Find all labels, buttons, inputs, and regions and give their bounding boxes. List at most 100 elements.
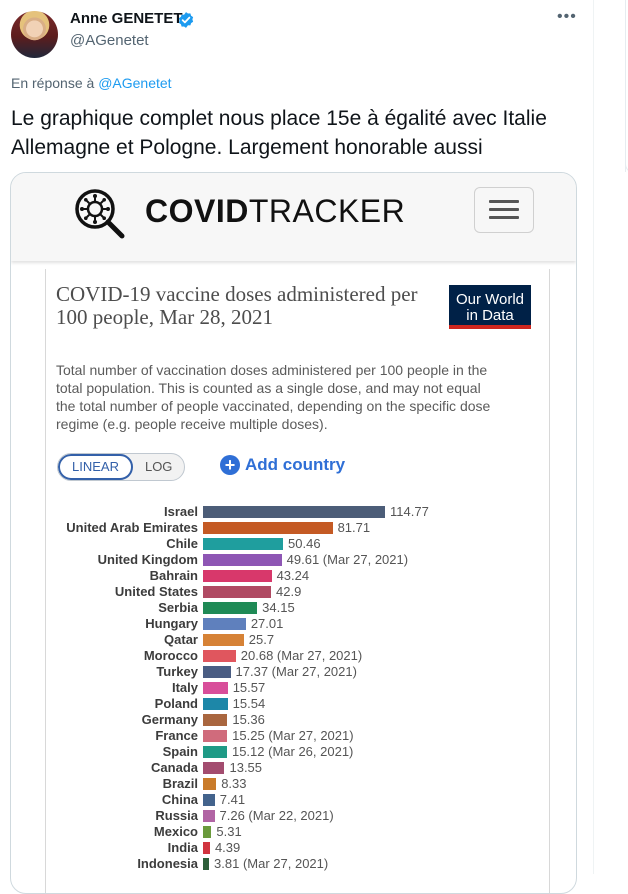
bar-category-label: Morocco [143,648,198,663]
bar [203,858,210,870]
bar [203,650,236,662]
bar-row[interactable]: United Arab Emirates 81.71 [46,520,549,536]
more-dots-icon[interactable]: ••• [557,8,577,25]
bar [203,714,228,726]
tweet-text: Le graphique complet nous place 15e à ég… [11,107,547,159]
bar-value-label: 49.61 (Mar 27, 2021) [286,552,409,567]
hamburger-icon[interactable] [474,187,534,233]
bar [203,778,217,790]
bar-category-label: Russia [155,808,198,823]
bar-category-label: Chile [166,536,198,551]
bar-category-label: Canada [151,760,198,775]
owid-logo-line-1: Our World [455,291,525,308]
bar-value-label: 15.54 [232,696,266,711]
bar-row[interactable]: Morocco 20.68 (Mar 27, 2021) [46,648,549,664]
bar [203,842,210,854]
bar-category-label: Hungary [145,616,198,631]
bar-row[interactable]: China 7.41 [46,792,549,808]
bar-category-label: Mexico [153,824,198,839]
bar-chart: Israel 114.77 United Arab Emirates 81.71 Chi… [46,504,549,893]
bar-value-label: 42.9 [276,584,302,599]
author-handle[interactable]: @AGenetet [70,32,149,49]
bar-category-label: Brazil [162,776,198,791]
bar-row[interactable]: Turkey 17.37 (Mar 27, 2021) [46,664,549,680]
bar-category-label: United Kingdom [97,552,198,567]
brand-bold: COVID [145,193,249,229]
bar [203,618,246,630]
virus-magnifier-icon [75,189,125,239]
bar-category-label: Qatar [164,632,198,647]
bar-category-label: Bahrain [149,568,198,583]
bar-category-label: Poland [154,696,198,711]
bar-value-label: 5.31 [216,824,242,839]
bar-row[interactable]: Mexico 5.31 [46,824,549,840]
bar [203,698,228,710]
chart-panel: COVID-19 vaccine doses administered per … [45,269,550,893]
bar-category-label: Spain [162,744,198,759]
bar-value-label: 8.33 [221,776,247,791]
bar-value-label: 43.24 [276,568,310,583]
brand-rest: TRACKER [248,193,406,229]
linear-scale-button[interactable]: LINEAR [58,454,133,480]
bar-category-label: United Arab Emirates [66,520,198,535]
log-scale-button[interactable]: LOG [144,459,173,474]
bar-value-label: 7.26 (Mar 22, 2021) [219,808,334,823]
bar-value-label: 17.37 (Mar 27, 2021) [235,664,357,679]
bar-row[interactable]: Canada 13.55 [46,760,549,776]
bar [203,602,258,614]
bar-value-label: 25.7 [248,632,275,647]
tweet-media-image[interactable]: COVIDTRACKER COVID-19 vaccine doses admi… [10,172,577,894]
owid-logo: Our World in Data [449,285,531,329]
plus-circle-icon: + [220,455,240,475]
bar-value-label: 50.46 [288,536,321,551]
bar-row[interactable]: Brazil 8.33 [46,776,549,792]
bar-row[interactable]: Chile 50.46 [46,536,549,552]
bar-row[interactable]: Bahrain 43.24 [46,568,549,584]
bar [203,666,231,678]
bar-row[interactable]: Russia 7.26 (Mar 22, 2021) [46,808,549,824]
bar-value-label: 4.39 [214,840,241,855]
bar-row[interactable]: France 15.25 (Mar 27, 2021) [46,728,549,744]
chart-title: COVID-19 vaccine doses administered per … [56,282,418,329]
bar [203,554,282,566]
bar [203,810,215,822]
bar-row[interactable]: Spain 15.12 (Mar 26, 2021) [46,744,549,760]
bar-row[interactable]: United States 42.9 [46,584,549,600]
bar-category-label: China [161,792,198,807]
bar [203,506,385,518]
bar-row[interactable]: Indonesia 3.81 (Mar 27, 2021) [46,856,549,872]
bar-value-label: 15.25 (Mar 27, 2021) [232,728,354,743]
reply-prefix: En réponse à [11,75,95,91]
bar-row[interactable]: Qatar 25.7 [46,632,549,648]
bar [203,730,228,742]
reply-mention-link[interactable]: @AGenetet [98,75,172,91]
bar-value-label: 81.71 [337,520,371,535]
bar-row[interactable]: Israel 114.77 [46,504,549,520]
bar-value-label: 15.36 [232,712,265,727]
bar-row[interactable]: Italy 15.57 [46,680,549,696]
verified-badge-icon [178,12,194,28]
owid-logo-line-2: in Data [466,307,514,324]
site-header: COVIDTRACKER [11,173,576,261]
bar-row[interactable]: India 4.39 [46,840,549,856]
bar-value-label: 15.12 (Mar 26, 2021) [231,744,354,759]
bar-row[interactable]: Hungary 27.01 [46,616,549,632]
reply-context: En réponse à @AGenetet [11,75,172,91]
bar-category-label: Italy [171,680,198,695]
bar-row[interactable]: Serbia 34.15 [46,600,549,616]
add-country-button[interactable]: + Add country [220,455,345,475]
bar-value-label: 3.81 (Mar 27, 2021) [214,856,329,871]
bar [203,826,212,838]
bar [203,746,227,758]
column-divider [593,0,594,874]
bar-category-label: Israel [164,504,198,519]
bar-category-label: Serbia [158,600,198,615]
author-avatar[interactable] [11,11,58,58]
author-name[interactable]: Anne GENETET [70,10,183,27]
bar [203,762,225,774]
bar-row[interactable]: Poland 15.54 [46,696,549,712]
bar-category-label: Indonesia [137,856,198,871]
bar-row[interactable]: United Kingdom 49.61 (Mar 27, 2021) [46,552,549,568]
bar-value-label: 13.55 [229,760,263,775]
bar-row[interactable]: Germany 15.36 [46,712,549,728]
